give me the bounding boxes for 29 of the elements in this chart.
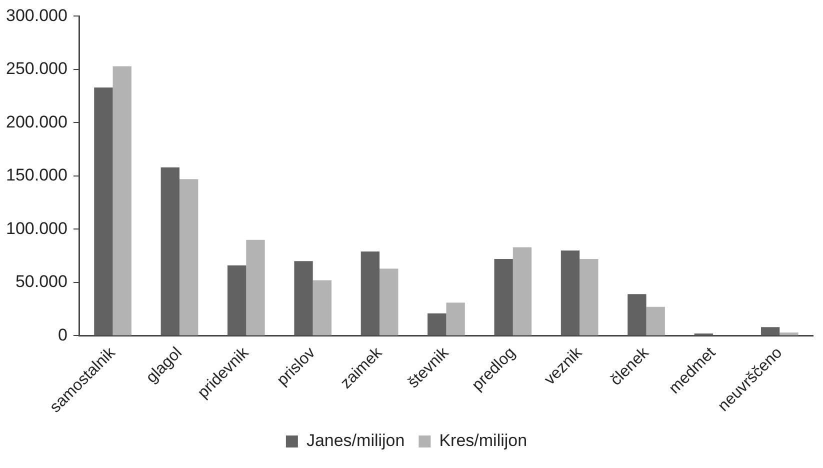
- bar: [512, 247, 532, 336]
- y-tick-label: 150.000: [6, 166, 68, 185]
- bar: [246, 240, 265, 336]
- legend-label: Kres/milijon: [439, 431, 528, 450]
- bar: [312, 280, 332, 336]
- bar: [580, 259, 598, 336]
- bar: [446, 302, 465, 336]
- bar: [294, 261, 313, 336]
- bar: [560, 250, 580, 336]
- bar: [160, 167, 180, 336]
- bar: [760, 327, 780, 336]
- bar: [780, 332, 798, 336]
- bar: [360, 252, 380, 336]
- y-tick-label: 50.000: [15, 272, 68, 292]
- legend-label: Janes/milijon: [306, 431, 405, 450]
- bar: [428, 313, 446, 336]
- bar: [380, 268, 398, 336]
- y-tick-label: 250.000: [6, 59, 68, 78]
- y-tick-label: 0: [58, 325, 68, 344]
- bar: [94, 88, 113, 336]
- bar: [646, 306, 665, 336]
- bar: [494, 259, 513, 336]
- y-tick-label: 100.000: [6, 218, 68, 238]
- bar: [227, 265, 246, 336]
- bar: [112, 66, 132, 336]
- bar: [179, 179, 198, 336]
- bar: [628, 294, 646, 336]
- y-tick-label: 300.000: [6, 6, 68, 25]
- y-tick-label: 200.000: [6, 112, 68, 132]
